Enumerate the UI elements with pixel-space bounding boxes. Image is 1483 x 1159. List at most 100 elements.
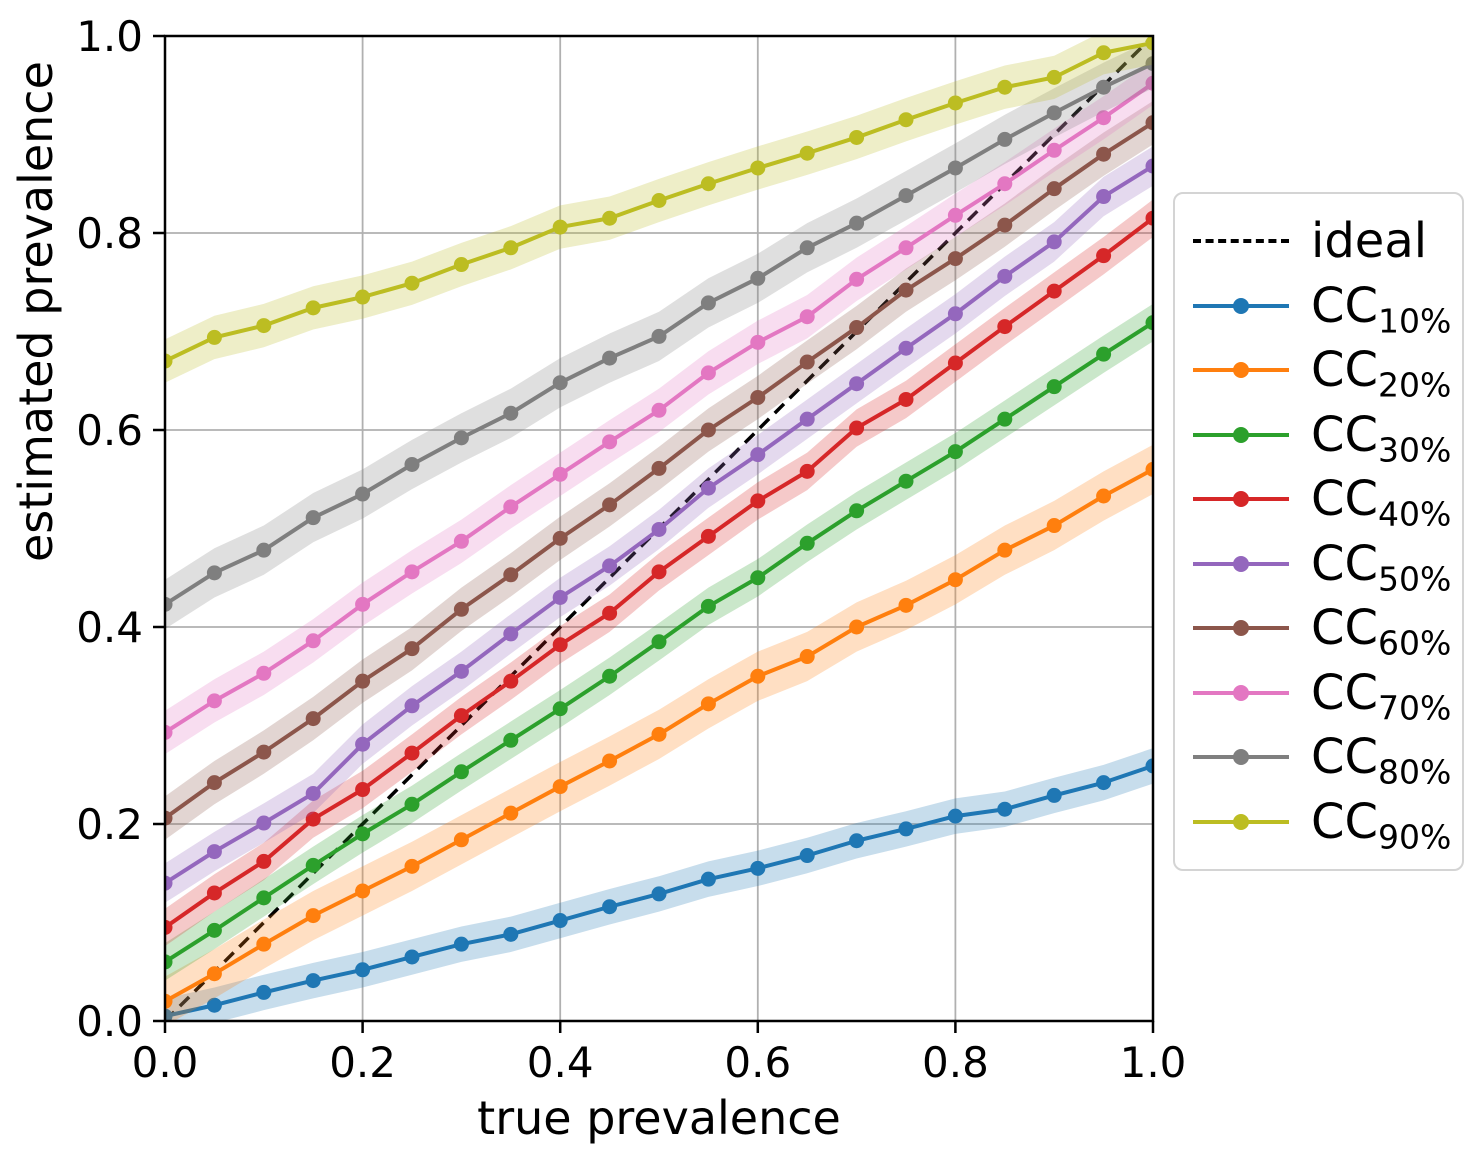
marker-cc-70% <box>453 533 469 549</box>
marker-cc-20% <box>799 649 815 665</box>
marker-cc-90% <box>898 112 914 128</box>
marker-cc-30% <box>651 634 667 650</box>
marker-cc-60% <box>1145 115 1153 131</box>
marker-cc-60% <box>947 251 963 267</box>
marker-cc-50% <box>1046 234 1062 250</box>
marker-cc-80% <box>1046 105 1062 121</box>
marker-cc-90% <box>997 79 1013 95</box>
dashed-line-swatch <box>1193 239 1289 243</box>
marker-cc-40% <box>947 355 963 371</box>
legend-swatch <box>1193 360 1289 380</box>
marker-cc-60% <box>849 320 865 336</box>
marker-cc-30% <box>750 570 766 586</box>
marker-cc-30% <box>256 890 272 906</box>
marker-cc-60% <box>700 422 716 438</box>
marker-cc-20% <box>750 668 766 684</box>
marker-cc-80% <box>453 430 469 446</box>
marker-cc-50% <box>165 875 173 891</box>
marker-cc-40% <box>898 391 914 407</box>
marker-cc-70% <box>305 633 321 649</box>
legend-label: ideal <box>1311 213 1428 269</box>
marker-cc-40% <box>1145 210 1153 226</box>
marker-cc-40% <box>700 528 716 544</box>
marker-cc-30% <box>503 732 519 748</box>
marker-swatch <box>1233 749 1249 766</box>
marker-cc-60% <box>453 601 469 617</box>
marker-cc-80% <box>700 295 716 311</box>
marker-swatch <box>1233 491 1249 508</box>
marker-cc-40% <box>799 463 815 479</box>
y-tick-label: 0.2 <box>76 800 143 849</box>
marker-cc-70% <box>1096 110 1112 126</box>
marker-swatch <box>1233 684 1249 701</box>
marker-cc-90% <box>602 210 618 226</box>
marker-cc-60% <box>206 775 222 791</box>
marker-cc-80% <box>849 215 865 231</box>
marker-cc-10% <box>453 936 469 952</box>
marker-cc-30% <box>305 857 321 873</box>
legend-swatch <box>1193 425 1289 445</box>
marker-cc-80% <box>947 160 963 176</box>
marker-cc-40% <box>997 319 1013 335</box>
marker-swatch <box>1233 620 1249 637</box>
marker-cc-10% <box>165 1008 173 1021</box>
marker-cc-10% <box>997 801 1013 817</box>
legend-swatch <box>1193 747 1289 767</box>
y-tick-label: 1.0 <box>76 12 143 61</box>
marker-cc-50% <box>750 447 766 463</box>
marker-cc-20% <box>997 542 1013 558</box>
marker-cc-20% <box>305 908 321 924</box>
marker-cc-80% <box>165 596 173 612</box>
marker-cc-40% <box>206 885 222 901</box>
legend-label: CC90% <box>1311 793 1452 857</box>
marker-cc-90% <box>206 329 222 345</box>
marker-cc-80% <box>552 375 568 391</box>
marker-cc-20% <box>453 832 469 848</box>
legend-swatch <box>1193 683 1289 703</box>
marker-cc-10% <box>700 871 716 887</box>
marker-cc-10% <box>849 833 865 849</box>
marker-cc-50% <box>602 558 618 574</box>
marker-cc-70% <box>750 334 766 350</box>
marker-cc-10% <box>750 860 766 876</box>
marker-cc-60% <box>1046 181 1062 197</box>
marker-cc-30% <box>404 796 420 812</box>
marker-cc-70% <box>947 207 963 223</box>
x-tick-label: 0.6 <box>724 1038 791 1087</box>
marker-cc-70% <box>799 309 815 325</box>
marker-cc-40% <box>1046 283 1062 299</box>
legend-label: CC10% <box>1311 277 1452 341</box>
marker-cc-40% <box>165 919 173 935</box>
marker-cc-10% <box>355 962 371 978</box>
marker-cc-80% <box>256 542 272 558</box>
marker-cc-20% <box>849 619 865 635</box>
legend-label: CC50% <box>1311 535 1452 599</box>
marker-cc-50% <box>453 663 469 679</box>
x-tick-label: 0.4 <box>527 1038 594 1087</box>
marker-cc-60% <box>602 497 618 513</box>
marker-cc-10% <box>305 973 321 989</box>
marker-cc-20% <box>700 696 716 712</box>
marker-cc-90% <box>1046 69 1062 85</box>
marker-cc-50% <box>898 340 914 356</box>
marker-cc-50% <box>355 736 371 752</box>
marker-cc-80% <box>602 350 618 366</box>
legend-swatch <box>1193 618 1289 638</box>
legend-swatch <box>1193 812 1289 832</box>
marker-cc-30% <box>849 503 865 519</box>
marker-cc-60% <box>1096 146 1112 162</box>
marker-cc-50% <box>404 698 420 714</box>
legend-label: CC60% <box>1311 600 1452 663</box>
legend-item-cc-30%: CC30% <box>1193 406 1451 466</box>
marker-cc-40% <box>849 420 865 436</box>
x-tick-label: 1.0 <box>1120 1038 1187 1087</box>
marker-cc-40% <box>552 637 568 653</box>
marker-cc-40% <box>1096 248 1112 264</box>
marker-cc-50% <box>256 815 272 831</box>
marker-swatch <box>1233 813 1249 830</box>
marker-cc-90% <box>552 219 568 235</box>
marker-cc-20% <box>1046 518 1062 534</box>
legend-label: CC20% <box>1311 342 1452 405</box>
marker-cc-70% <box>849 271 865 287</box>
